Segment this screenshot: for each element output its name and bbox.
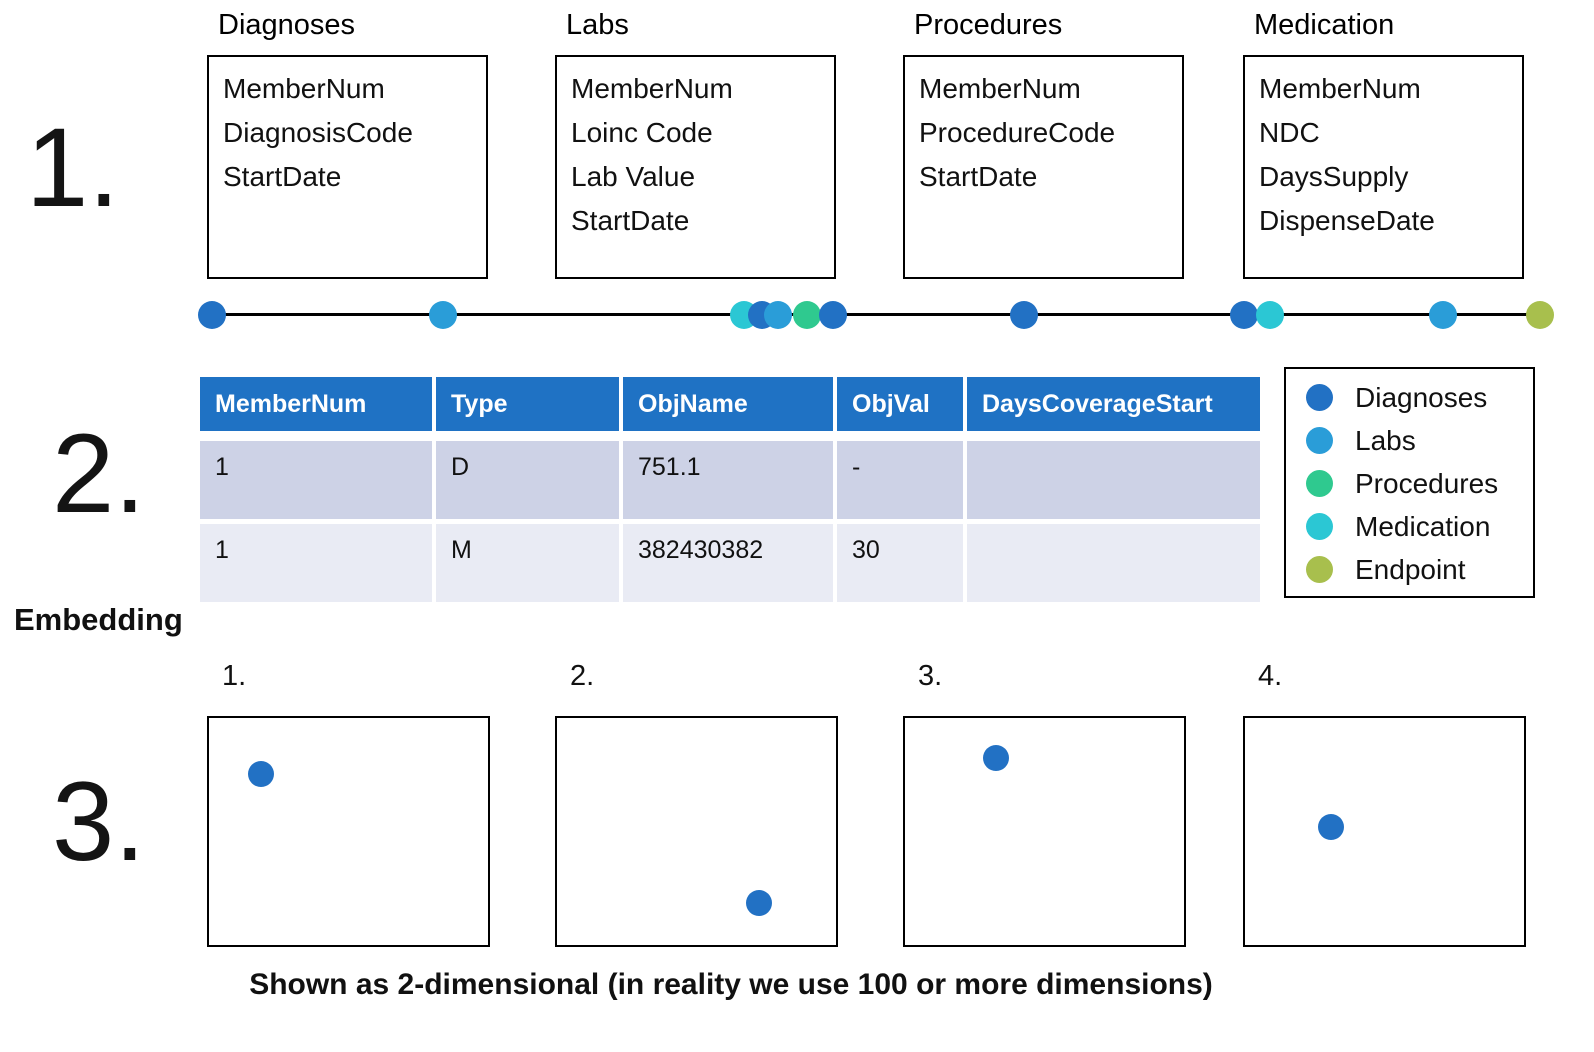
- timeline-event-dot-labs: [1429, 301, 1457, 329]
- legend-label: Diagnoses: [1355, 381, 1488, 413]
- table-cell: 751.1: [623, 441, 833, 519]
- timeline-event-dot-diagnoses: [198, 301, 226, 329]
- legend-label: Endpoint: [1355, 553, 1466, 585]
- timeline-event-dot-labs: [429, 301, 457, 329]
- embedding-label: Embedding: [14, 602, 183, 637]
- entity-field: NDC: [1259, 117, 1320, 148]
- legend-item: Diagnoses: [1286, 376, 1533, 419]
- step-number-3: 3.: [52, 759, 146, 884]
- timeline-event-dot-diagnoses: [819, 301, 847, 329]
- entity-field: DaysSupply: [1259, 161, 1409, 192]
- entity-field: MemberNum: [1259, 73, 1421, 104]
- legend: Diagnoses Labs Procedures Medication Endpoin…: [1284, 367, 1535, 598]
- entity-title: Medication: [1254, 9, 1395, 41]
- table-cell: 1: [200, 441, 432, 519]
- timeline-event-dot-diagnoses: [1010, 301, 1038, 329]
- timeline-event-dot-labs: [764, 301, 792, 329]
- table-row: 1 D 751.1-: [200, 441, 1260, 519]
- table-cell: -: [837, 441, 963, 519]
- timeline-event-dot-procedures: [793, 301, 821, 329]
- table-cell: [967, 524, 1260, 602]
- entity-field: Lab Value: [571, 161, 696, 192]
- embedding-point-dot: [247, 760, 274, 787]
- embedding-box: [207, 716, 490, 947]
- table-header-cell: ObjName: [623, 377, 833, 431]
- step-number-1: 1.: [26, 105, 120, 230]
- legend-item: Endpoint: [1286, 548, 1533, 591]
- table-header-cell: MemberNum: [200, 377, 432, 431]
- legend-label: Labs: [1355, 424, 1416, 456]
- entity-field: Loinc Code: [571, 117, 713, 148]
- legend-label: Medication: [1355, 510, 1491, 542]
- timeline-line: [202, 313, 1540, 316]
- table-header-row: MemberNum Type ObjName ObjVal DaysCoverageSt…: [200, 377, 1260, 431]
- legend-item: Labs: [1286, 419, 1533, 462]
- table-cell: 382430382: [623, 524, 833, 602]
- entity-field: StartDate: [919, 161, 1038, 192]
- dimensionality-caption: Shown as 2-dimensional (in reality we us…: [249, 968, 1213, 1001]
- step-number-2: 2.: [52, 411, 146, 536]
- entity-field: MemberNum: [571, 73, 733, 104]
- table-cell: M: [436, 524, 619, 602]
- legend-dot-diagnoses: [1306, 384, 1333, 411]
- entity-field: DispenseDate: [1259, 205, 1435, 236]
- embedding-box-label: 1.: [222, 660, 247, 692]
- entity-field: DiagnosisCode: [223, 117, 413, 148]
- entity-box: MemberNum Loinc Code Lab Value StartDate: [555, 55, 836, 279]
- entity-field: StartDate: [223, 161, 342, 192]
- timeline-event-dot-diagnoses: [1230, 301, 1258, 329]
- table-header-cell: Type: [436, 377, 619, 431]
- embedding-point-dot: [745, 890, 772, 917]
- entity-box: MemberNum NDC DaysSupply DispenseDate: [1243, 55, 1524, 279]
- legend-dot-endpoint: [1306, 556, 1333, 583]
- entity-title: Procedures: [914, 9, 1063, 41]
- embedding-box: [903, 716, 1186, 947]
- table-header-cell: ObjVal: [837, 377, 963, 431]
- table-row: 1 M 382430382 30: [200, 524, 1260, 602]
- timeline-event-dot-medication: [1256, 301, 1284, 329]
- entity-field: StartDate: [571, 205, 690, 236]
- legend-item: Medication: [1286, 505, 1533, 548]
- embedding-box: [555, 716, 838, 947]
- timeline-event-dot-endpoint: [1526, 301, 1554, 329]
- table-cell: 30: [837, 524, 963, 602]
- legend-item: Procedures: [1286, 462, 1533, 505]
- entity-box: MemberNum DiagnosisCode StartDate: [207, 55, 488, 279]
- entity-title: Diagnoses: [218, 9, 356, 41]
- table-cell: [967, 441, 1260, 519]
- embedding-box-label: 3.: [918, 660, 943, 692]
- legend-dot-procedures: [1306, 470, 1333, 497]
- entity-field: MemberNum: [223, 73, 385, 104]
- legend-dot-labs: [1306, 427, 1333, 454]
- table-cell: 1: [200, 524, 432, 602]
- embedding-box-label: 4.: [1258, 660, 1283, 692]
- entity-field: MemberNum: [919, 73, 1081, 104]
- legend-label: Procedures: [1355, 467, 1499, 499]
- embedding-point-dot: [1317, 813, 1344, 840]
- entity-title: Labs: [566, 9, 629, 41]
- table-header-cell: DaysCoverageStart: [967, 377, 1260, 431]
- entity-field: ProcedureCode: [919, 117, 1116, 148]
- embedding-point-dot: [983, 744, 1010, 771]
- embedding-box-label: 2.: [570, 660, 595, 692]
- embedding-box: [1243, 716, 1526, 947]
- table-cell: D: [436, 441, 619, 519]
- entity-box: MemberNum ProcedureCode StartDate: [903, 55, 1184, 279]
- legend-dot-medication: [1306, 513, 1333, 540]
